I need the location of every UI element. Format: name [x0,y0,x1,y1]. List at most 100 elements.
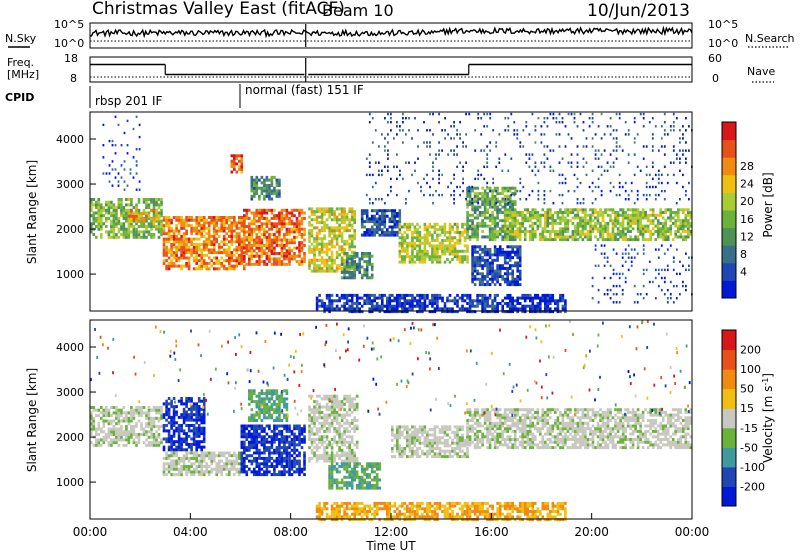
echo-cell-2203 [491,202,494,206]
echo-cell-2797 [639,219,642,223]
echo-cell-2124 [476,213,479,217]
echo-cell-1871 [421,260,424,264]
echo-cell-2149 [481,194,484,198]
echo-cell-1115 [290,254,294,258]
noise-cell-3849 [453,177,455,181]
echo-cell-2216 [493,219,497,223]
echo-cell-1300 [313,264,316,268]
echo-cell-904 [255,241,259,245]
echo-cell-3466 [468,293,472,297]
echo-cell-58 [105,216,108,220]
echo-cell-13 [92,219,96,223]
echo-cell-2860 [659,208,662,212]
echo-cell-3105 [503,250,507,254]
echo-cell-164 [130,406,133,409]
echo-cell-3379 [421,307,424,311]
echo-cell-1238 [268,197,271,201]
noise-cell-3918 [489,112,492,116]
echo-cell-24 [95,430,98,434]
echo-cell-1878 [423,260,427,264]
noise-cell-4114 [609,189,612,193]
echo-cell-1568 [340,276,344,280]
echo-cell-3249 [358,310,361,314]
echo-cell-3089 [498,245,502,249]
noise-cell-4289 [606,288,609,292]
echo-cell-2426 [531,230,535,233]
noise-cell-4279 [597,264,600,267]
noise-cell-3868 [462,189,464,193]
echo-cell-942 [260,225,264,228]
echo-cell-1285 [310,261,314,265]
echo-cell-249 [152,406,156,409]
echo-cell-1834 [411,236,414,240]
echo-cell-1641 [365,252,369,255]
echo-cell-2786 [636,221,640,225]
echo-cell-459 [197,442,201,446]
echo-cell-2726 [619,213,622,217]
noise-cell-3872 [462,165,464,168]
echo-cell-1349 [320,258,324,262]
echo-cell-2793 [639,230,642,233]
noise-cell-4093 [594,149,597,152]
echo-cell-3010 [481,264,484,268]
nave-label: Nave [747,65,775,78]
echo-cell-815 [238,159,241,163]
echo-cell-782 [240,224,244,228]
echo-cell-3333 [398,293,402,297]
echo-cell-2528 [561,219,565,223]
noise-cell-3749 [390,177,392,181]
echo-cell-422 [190,415,193,419]
echo-cell-2467 [544,224,547,228]
echo-cell-2957 [689,211,693,214]
noise-cell-3908 [486,161,489,164]
echo-cell-404 [172,229,176,233]
noise-cell-4346 [645,268,648,272]
echo-cell-64 [107,435,111,439]
echo-cell-1912 [431,255,434,259]
noise-cell-3844 [450,125,452,128]
noise-cell-3960 [522,185,525,189]
echo-cell-2737 [621,213,625,217]
echo-cell-2322 [513,238,517,242]
echo-cell-1123 [290,214,294,218]
echo-cell-2238 [496,192,499,196]
echo-cell-1962 [443,260,447,264]
colorbar-swatch-5 [722,192,736,211]
echo-cell-235 [150,422,153,426]
echo-cell-252 [152,233,156,237]
echo-cell-2954 [689,221,693,225]
echo-cell-2575 [576,230,580,233]
echo-cell-1615 [358,270,361,274]
echo-cell-1027 [275,238,279,242]
echo-cell-1223 [260,175,264,179]
echo-cell-17 [92,203,96,207]
echo-cell-2006 [453,244,457,248]
echo-cell-528 [195,226,198,230]
echo-cell-3121 [508,266,512,270]
echo-cell-2744 [624,216,627,220]
echo-cell-16 [92,419,96,423]
echo-cell-2230 [496,221,499,225]
echo-cell-757 [238,256,241,260]
echo-cell-3629 [554,307,557,311]
echo-cell-123 [120,414,123,418]
echo-cell-1092 [285,227,289,231]
echo-cell-352 [165,253,168,257]
echo-cell-627 [212,229,216,233]
echo-cell-1706 [378,228,382,232]
echo-cell-83 [112,441,116,445]
echo-cell-1659 [360,214,364,218]
echo-cell-1403 [328,239,331,243]
echo-cell-1455 [335,226,339,230]
noise-cell-4148 [624,121,627,124]
echo-cell-451 [195,418,198,422]
echo-cell-34 [97,422,101,426]
echo-cell-2023 [458,255,462,259]
echo-cell-849 [245,216,249,220]
echo-cell-411 [187,413,191,417]
echo-cell-1440 [333,218,336,222]
echo-cell-3330 [398,302,402,305]
echo-cell-1127 [293,254,296,258]
echo-cell-97 [115,427,118,431]
echo-cell-228 [145,206,148,210]
